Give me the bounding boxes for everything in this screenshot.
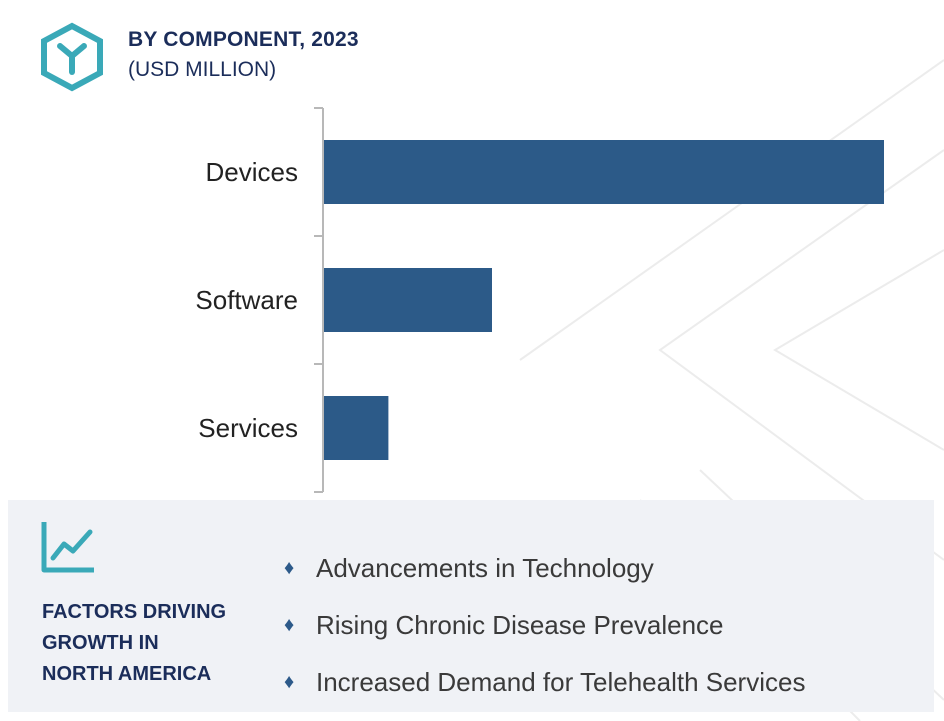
y-tick-label: Services xyxy=(198,413,298,443)
factor-text: Advancements in Technology xyxy=(316,553,654,583)
chart-subtitle: (USD MILLION) xyxy=(128,58,277,81)
diamond-bullet-icon: ♦ xyxy=(284,614,295,636)
factor-item: ♦ Increased Demand for Telehealth Servic… xyxy=(284,654,805,711)
factors-title: FACTORS DRIVING GROWTH IN NORTH AMERICA xyxy=(42,597,272,690)
diamond-bullet-icon: ♦ xyxy=(284,557,295,579)
chart-title: BY COMPONENT, 2023 xyxy=(128,28,359,51)
factors-title-line: GROWTH IN xyxy=(42,632,159,654)
bar-chart: Devices Software Services xyxy=(195,107,884,493)
factor-text: Rising Chronic Disease Prevalence xyxy=(316,610,724,640)
factor-item: ♦ Advancements in Technology xyxy=(284,540,805,597)
y-tick-label: Software xyxy=(195,285,298,315)
factors-panel: FACTORS DRIVING GROWTH IN NORTH AMERICA … xyxy=(8,500,934,712)
bar-software xyxy=(324,268,492,332)
logo-hexagon-icon xyxy=(41,22,103,92)
factor-list: ♦ Advancements in Technology ♦ Rising Ch… xyxy=(284,540,805,711)
factors-title-line: NORTH AMERICA xyxy=(42,663,212,685)
diamond-bullet-icon: ♦ xyxy=(284,671,295,693)
factor-item: ♦ Rising Chronic Disease Prevalence xyxy=(284,597,805,654)
bar-services xyxy=(324,396,389,460)
factor-text: Increased Demand for Telehealth Services xyxy=(316,667,806,697)
y-tick-label: Devices xyxy=(206,157,298,187)
bar-devices xyxy=(324,140,884,204)
factors-title-line: FACTORS DRIVING xyxy=(42,601,227,623)
line-chart-icon xyxy=(41,522,94,573)
